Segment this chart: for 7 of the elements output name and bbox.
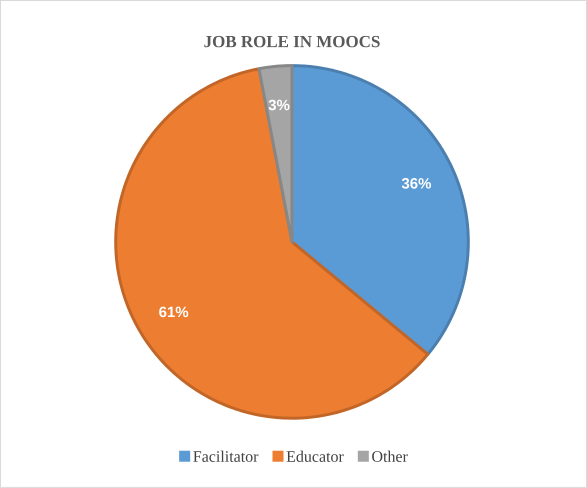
- data-label: 61%: [159, 306, 188, 318]
- data-label: 36%: [402, 178, 432, 189]
- legend-label: Other: [372, 450, 408, 462]
- legend-label: Facilitator: [193, 450, 258, 462]
- data-label: 3%: [268, 100, 290, 110]
- chart-title: JOB ROLE IN MOOCS: [204, 36, 380, 48]
- legend-label: Educator: [286, 450, 344, 462]
